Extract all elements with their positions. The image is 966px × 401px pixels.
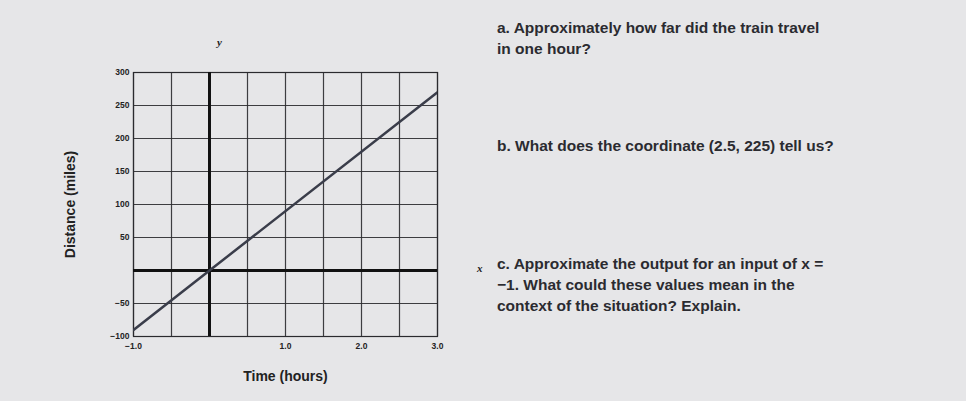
svg-text:150: 150 xyxy=(115,166,129,176)
svg-text:2.0: 2.0 xyxy=(356,341,368,351)
html-text:c. Approximate the output for: c. Approximate the output for an input o… xyxy=(497,255,824,314)
svg-text:−1.0: −1.0 xyxy=(125,341,142,351)
html-text:y: y xyxy=(217,36,222,48)
svg-text:250: 250 xyxy=(115,100,129,110)
svg-text:200: 200 xyxy=(115,133,129,143)
html-text:b. What does the coordinate (2: b. What does the coordinate (2.5, 225) t… xyxy=(497,137,834,154)
svg-text:Distance (miles): Distance (miles) xyxy=(62,151,78,258)
html-text:a. Approximately how far did t: a. Approximately how far did the train t… xyxy=(497,19,820,57)
svg-text:−100: −100 xyxy=(110,331,130,342)
svg-text:50: 50 xyxy=(120,232,130,242)
html-text:x: x xyxy=(477,262,483,274)
svg-text:3.0: 3.0 xyxy=(432,341,444,351)
svg-text:1.0: 1.0 xyxy=(280,341,292,351)
svg-text:Time (hours): Time (hours) xyxy=(243,368,328,384)
svg-text:100: 100 xyxy=(115,199,129,209)
svg-text:300: 300 xyxy=(115,67,129,77)
svg-text:−50: −50 xyxy=(115,298,130,308)
